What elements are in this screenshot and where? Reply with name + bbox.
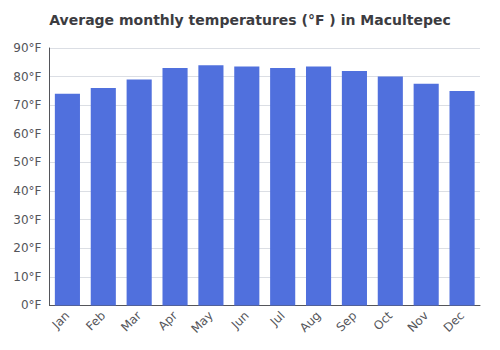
svg-text:40°F: 40°F xyxy=(13,184,41,198)
svg-text:Sep: Sep xyxy=(334,309,360,335)
svg-text:Oct: Oct xyxy=(371,308,396,333)
svg-text:Apr: Apr xyxy=(155,308,180,333)
svg-text:Dec: Dec xyxy=(441,309,467,335)
svg-text:Feb: Feb xyxy=(83,309,108,334)
svg-text:Average monthly temperatures (: Average monthly temperatures (°F ) in Ma… xyxy=(49,12,450,28)
svg-text:Jun: Jun xyxy=(228,309,252,333)
svg-text:70°F: 70°F xyxy=(13,98,41,112)
svg-text:Jul: Jul xyxy=(267,309,288,330)
svg-text:Nov: Nov xyxy=(405,309,431,335)
svg-text:90°F: 90°F xyxy=(13,41,41,55)
svg-text:Mar: Mar xyxy=(118,308,144,334)
svg-text:30°F: 30°F xyxy=(13,213,41,227)
svg-text:50°F: 50°F xyxy=(13,155,41,169)
svg-text:20°F: 20°F xyxy=(13,241,41,255)
svg-text:May: May xyxy=(188,309,215,336)
svg-text:10°F: 10°F xyxy=(13,270,41,284)
svg-text:60°F: 60°F xyxy=(13,127,41,141)
svg-text:80°F: 80°F xyxy=(13,70,41,84)
svg-text:Jan: Jan xyxy=(49,309,73,333)
svg-text:Aug: Aug xyxy=(297,309,323,335)
svg-text:0°F: 0°F xyxy=(21,298,42,312)
